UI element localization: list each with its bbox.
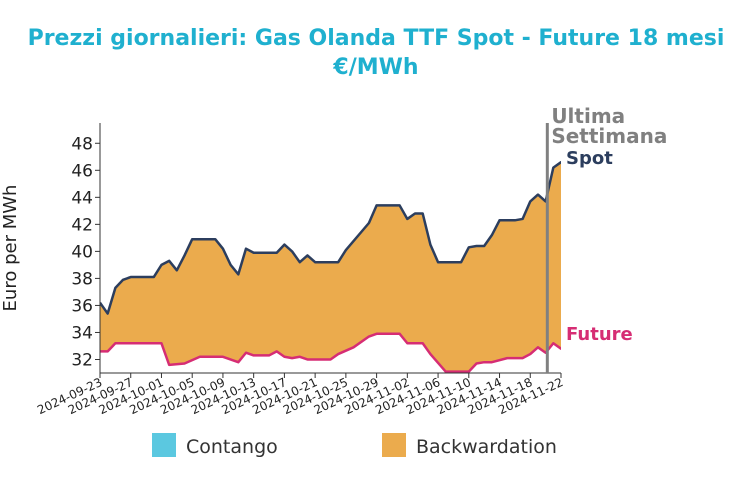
legend-label-backwardation: Backwardation bbox=[416, 436, 557, 458]
plot-area bbox=[100, 160, 561, 373]
y-tick-label: 46 bbox=[71, 161, 93, 181]
y-tick-label: 36 bbox=[71, 296, 93, 316]
legend-swatch-backwardation bbox=[382, 433, 406, 457]
y-tick-label: 44 bbox=[71, 188, 93, 208]
annotation-label-line1: Ultima bbox=[551, 104, 625, 128]
y-tick-label: 34 bbox=[71, 323, 93, 343]
series-label-future: Future bbox=[566, 324, 633, 345]
y-tick-label: 32 bbox=[71, 350, 93, 370]
y-axis: 32 34 36 38 40 42 44 46 48 bbox=[71, 123, 101, 373]
chart-subtitle: €/MWh bbox=[332, 55, 418, 80]
y-tick-label: 48 bbox=[71, 134, 93, 154]
plot-clipped bbox=[100, 160, 561, 373]
x-axis: 2024-09-232024-09-272024-10-012024-10-05… bbox=[35, 372, 565, 417]
y-axis-label: Euro per MWh bbox=[0, 185, 21, 312]
legend: Contango Backwardation bbox=[152, 433, 557, 458]
legend-swatch-contango bbox=[152, 433, 176, 457]
annotation-group: Ultima Settimana bbox=[545, 104, 667, 373]
y-tick-label: 38 bbox=[71, 269, 93, 289]
series-line-spot bbox=[100, 160, 561, 315]
legend-label-contango: Contango bbox=[186, 436, 278, 458]
y-tick-label: 42 bbox=[71, 215, 93, 235]
annotation-label-line2: Settimana bbox=[551, 124, 667, 148]
series-labels: Spot Future bbox=[566, 148, 633, 345]
chart-title: Prezzi giornalieri: Gas Olanda TTF Spot … bbox=[28, 26, 725, 51]
series-label-spot: Spot bbox=[566, 148, 613, 169]
series-line-future bbox=[100, 332, 561, 373]
backwardation-area bbox=[100, 162, 561, 372]
y-tick-label: 40 bbox=[71, 242, 93, 262]
